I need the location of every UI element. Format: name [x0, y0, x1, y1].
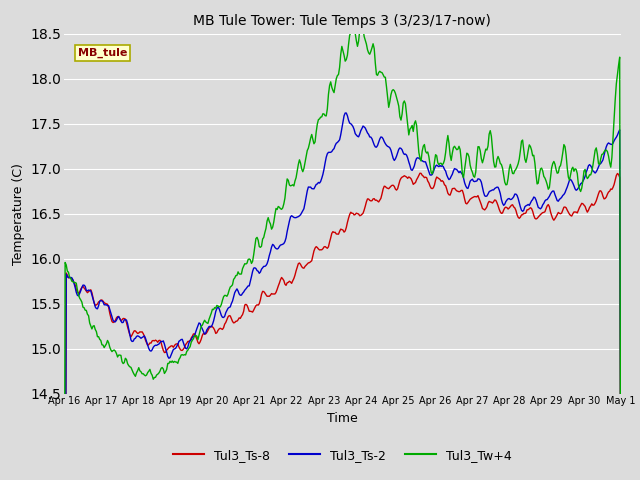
- Text: MB_tule: MB_tule: [78, 48, 127, 58]
- X-axis label: Time: Time: [327, 412, 358, 425]
- Title: MB Tule Tower: Tule Temps 3 (3/23/17-now): MB Tule Tower: Tule Temps 3 (3/23/17-now…: [193, 14, 492, 28]
- Legend: Tul3_Ts-8, Tul3_Ts-2, Tul3_Tw+4: Tul3_Ts-8, Tul3_Ts-2, Tul3_Tw+4: [168, 444, 517, 467]
- Y-axis label: Temperature (C): Temperature (C): [12, 163, 25, 264]
